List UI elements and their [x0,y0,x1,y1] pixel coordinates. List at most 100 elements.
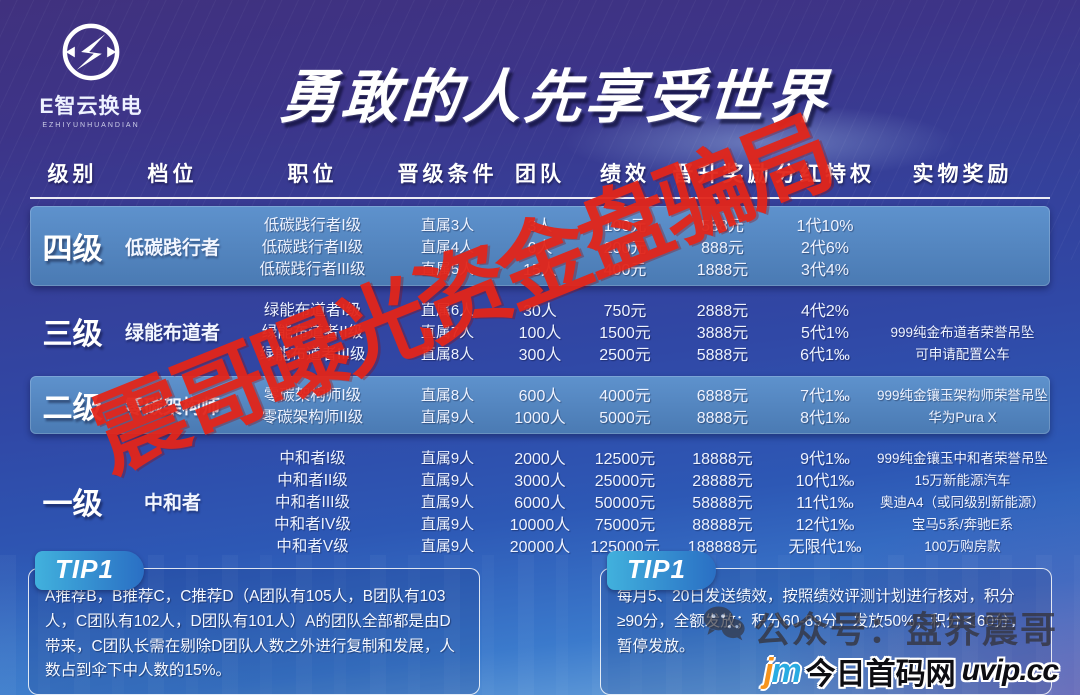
cell-dividend: 2代6% [800,240,850,257]
cell-position: 低碳践行者I级 [263,217,362,234]
cell-condition: 直属3人 [420,216,475,234]
cell-condition: 直属8人 [420,345,475,363]
cell-performance: 750元 [603,303,647,320]
cell-team: 600人 [518,388,562,405]
cell-team: 2000人 [514,451,566,468]
table-row: 绿能布道者II级 直属7人 100人 1500元 3888元 5代1% 999纯金布道者荣誉… [230,320,1050,343]
cell-performance: 50000元 [594,495,656,512]
cell-team: 10000人 [509,517,571,534]
tips: TIP1 A推荐B，B推荐C，C推荐D（A团队有105人，B团队有103人，C团队… [28,551,1052,695]
cell-position: 绿能布道者II级 [261,324,364,341]
header-cell-performance: 绩效 [600,163,650,186]
cell-position: 绿能布道者I级 [263,302,362,319]
brand-name-pinyin: EZHIYUNHUANDIAN [42,122,140,129]
cell-condition: 直属9人 [420,515,475,533]
cell-bonus: 588元 [701,218,744,235]
cell-condition: 直属4人 [420,238,475,256]
site-url: uvip.cc [961,654,1059,687]
header-cell-condition: 晋级条件 [397,163,498,186]
cell-dividend: 4代2% [800,303,850,320]
cell-dividend: 9代1‰ [800,451,850,468]
cell-condition: 直属6人 [420,301,475,319]
cell-position: 零碳架构师II级 [261,409,364,426]
cell-condition: 直属8人 [420,386,475,404]
cell-dividend: 8代1‰ [800,410,850,427]
site-line: jm 今日首码网 uvip.cc [702,649,1059,695]
tier-label: 低碳践行者 [124,237,220,259]
cell-reward: 999纯金镶玉架构师荣誉吊坠 [876,388,1049,403]
cell-reward: 999纯金布道者荣誉吊坠 [890,325,1035,340]
header-cell-promotion-bonus: 晋升奖励 [672,163,773,186]
cell-performance: 1500元 [599,325,651,342]
level-group: 一级 中和者 中和者I级 直属9人 2000人 12500元 18888元 9代1‰ 999纯金… [30,439,1050,563]
tier-label: 零碳架构师 [124,396,220,418]
cell-team: 300人 [518,347,562,364]
table-row: 中和者III级 直属9人 6000人 50000元 58888元 11代1‰ 奥迪A4（或同… [230,490,1050,513]
table-row: 绿能布道者I级 直属6人 30人 750元 2888元 4代2% [230,298,1050,321]
cell-dividend: 3代4% [800,262,850,279]
cell-reward: 奥迪A4（或同级别新能源） [879,495,1045,510]
cell-reward: 华为Pura X [928,410,997,425]
cell-condition: 直属9人 [420,449,475,467]
cell-condition: 直属5人 [420,260,475,278]
cell-performance: 75000元 [594,517,656,534]
cell-dividend: 12代1‰ [795,517,855,534]
level-label: 一级 [42,488,103,521]
group-rows: 零碳架构师I级 直属8人 600人 4000元 6888元 7代1‰ 999纯金镶玉架构师荣… [230,383,1050,428]
group-rows: 低碳践行者I级 直属3人 3人 100元 588元 1代10% 低碳践行者II级 直属4人 6人… [230,213,1050,280]
cell-dividend: 5代1% [800,325,850,342]
cell-team: 6000人 [514,495,566,512]
tier-label: 中和者 [143,492,201,514]
cell-team: 1000人 [514,410,566,427]
cell-performance: 5000元 [599,410,651,427]
cell-condition: 直属7人 [420,323,475,341]
table-row: 零碳架构师I级 直属8人 600人 4000元 6888元 7代1‰ 999纯金镶玉架构师荣… [230,383,1050,406]
cell-position: 中和者II级 [277,472,348,489]
cell-bonus: 88888元 [692,517,753,534]
footer: 公众号：盘界震哥 jm 今日首码网 uvip.cc [702,601,1059,695]
tip-label: TIP1 [607,551,716,590]
table-row: 绿能布道者III级 直属8人 300人 2500元 5888元 6代1‰ 可申请配置公车 [230,342,1050,365]
level-label: 二级 [42,392,103,425]
cell-bonus: 8888元 [696,410,749,427]
table-row: 零碳架构师II级 直属9人 1000人 5000元 8888元 8代1‰ 华为Pura X [230,405,1050,428]
table-row: 低碳践行者III级 直属5人 15人 400元 1888元 3代4% [230,257,1050,280]
cell-bonus: 58888元 [692,495,753,512]
cell-condition: 直属9人 [420,537,475,555]
table-row: 中和者V级 直属9人 20000人 125000元 188888元 无限代1‰ 100万购房… [230,534,1050,557]
header-cell-physical-reward: 实物奖励 [912,163,1013,186]
page-title: 勇敢的人先享受世界 [277,65,832,130]
cell-condition: 直属9人 [420,408,475,426]
level-label: 四级 [42,233,103,266]
table-row: 低碳践行者I级 直属3人 3人 100元 588元 1代10% [230,213,1050,236]
cell-position: 中和者IV级 [274,516,351,533]
cell-position: 低碳践行者II级 [261,239,364,256]
cell-bonus: 888元 [701,240,744,257]
level-label: 三级 [42,318,103,351]
tip-box-1: TIP1 A推荐B，B推荐C，C推荐D（A团队有105人，B团队有103人，C团队… [28,551,480,695]
cell-dividend: 6代1‰ [800,347,850,364]
table-row: 中和者II级 直属9人 3000人 25000元 28888元 10代1‰ 15万新能源汽车 [230,468,1050,491]
cell-position: 中和者V级 [276,538,349,555]
cell-performance: 200元 [603,240,647,257]
cell-bonus: 1888元 [696,262,749,279]
cell-performance: 25000元 [594,473,656,490]
cell-bonus: 3888元 [696,325,749,342]
cell-reward: 999纯金镶玉中和者荣誉吊坠 [876,451,1049,466]
table-header-row: 级别 档位 职位 晋级条件 团队 绩效 晋升奖励 分红特权 实物奖励 [30,158,1050,199]
cell-reward: 可申请配置公车 [915,347,1010,362]
tip-label: TIP1 [35,551,144,590]
cell-dividend: 1代10% [796,218,854,235]
cell-performance: 4000元 [599,388,651,405]
cell-bonus: 28888元 [692,473,753,490]
level-group: 三级 绿能布道者 绿能布道者I级 直属6人 30人 750元 2888元 4代2% 绿能布道者I… [30,291,1050,371]
group-rows: 绿能布道者I级 直属6人 30人 750元 2888元 4代2% 绿能布道者II级 直属7人 1… [230,298,1050,365]
cell-dividend: 10代1‰ [795,473,855,490]
cell-reward: 100万购房款 [924,539,1001,554]
table-body: 四级 低碳践行者 低碳践行者I级 直属3人 3人 100元 588元 1代10% 低碳践行者II… [30,206,1050,563]
header-cell-dividend-privilege: 分红特权 [775,163,875,186]
cell-performance: 2500元 [599,347,651,364]
table-row: 中和者IV级 直属9人 10000人 75000元 88888元 12代1‰ 宝马5系/奔驰… [230,512,1050,535]
wechat-icon [702,604,746,651]
